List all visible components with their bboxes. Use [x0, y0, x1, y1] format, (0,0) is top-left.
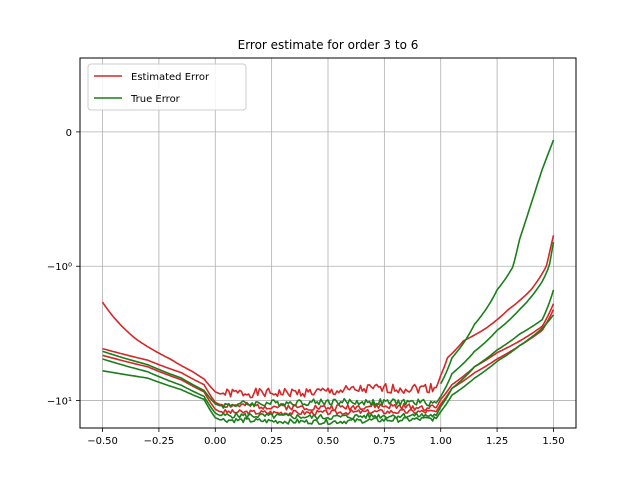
- series-line-5: [102, 314, 555, 426]
- series-line-0: [101, 235, 555, 399]
- x-tick-label: 1.00: [430, 436, 452, 447]
- y-tick-label: −10⁰: [47, 262, 72, 273]
- grid: [80, 58, 576, 428]
- x-tick-label: 1.25: [486, 436, 508, 447]
- axis-ticks: −0.50 −0.25 0.00 0.25 0.50 0.75 1.00 1.25 1.50 0 −…: [47, 128, 565, 447]
- series-lines: [101, 139, 555, 426]
- chart-title: Error estimate for order 3 to 6: [238, 38, 419, 52]
- x-tick-label: 0.00: [204, 436, 226, 447]
- series-line-3: [102, 241, 555, 409]
- legend-box: [87, 63, 247, 111]
- x-tick-label: −0.25: [144, 436, 175, 447]
- x-tick-label: 0.25: [261, 436, 283, 447]
- legend-label-true-error: True Error: [130, 94, 181, 105]
- y-tick-label: −10¹: [47, 397, 72, 408]
- y-tick-label: 0: [66, 128, 72, 139]
- series-line-4: [102, 289, 555, 421]
- x-tick-label: −0.50: [87, 436, 118, 447]
- series-line-2: [102, 309, 555, 416]
- legend-label-estimated-error: Estimated Error: [131, 72, 210, 83]
- legend: Estimated Error True Error: [87, 63, 247, 111]
- series-line-6: [439, 139, 555, 385]
- x-tick-label: 0.50: [317, 436, 339, 447]
- x-tick-label: 1.50: [542, 436, 564, 447]
- x-tick-label: 0.75: [373, 436, 395, 447]
